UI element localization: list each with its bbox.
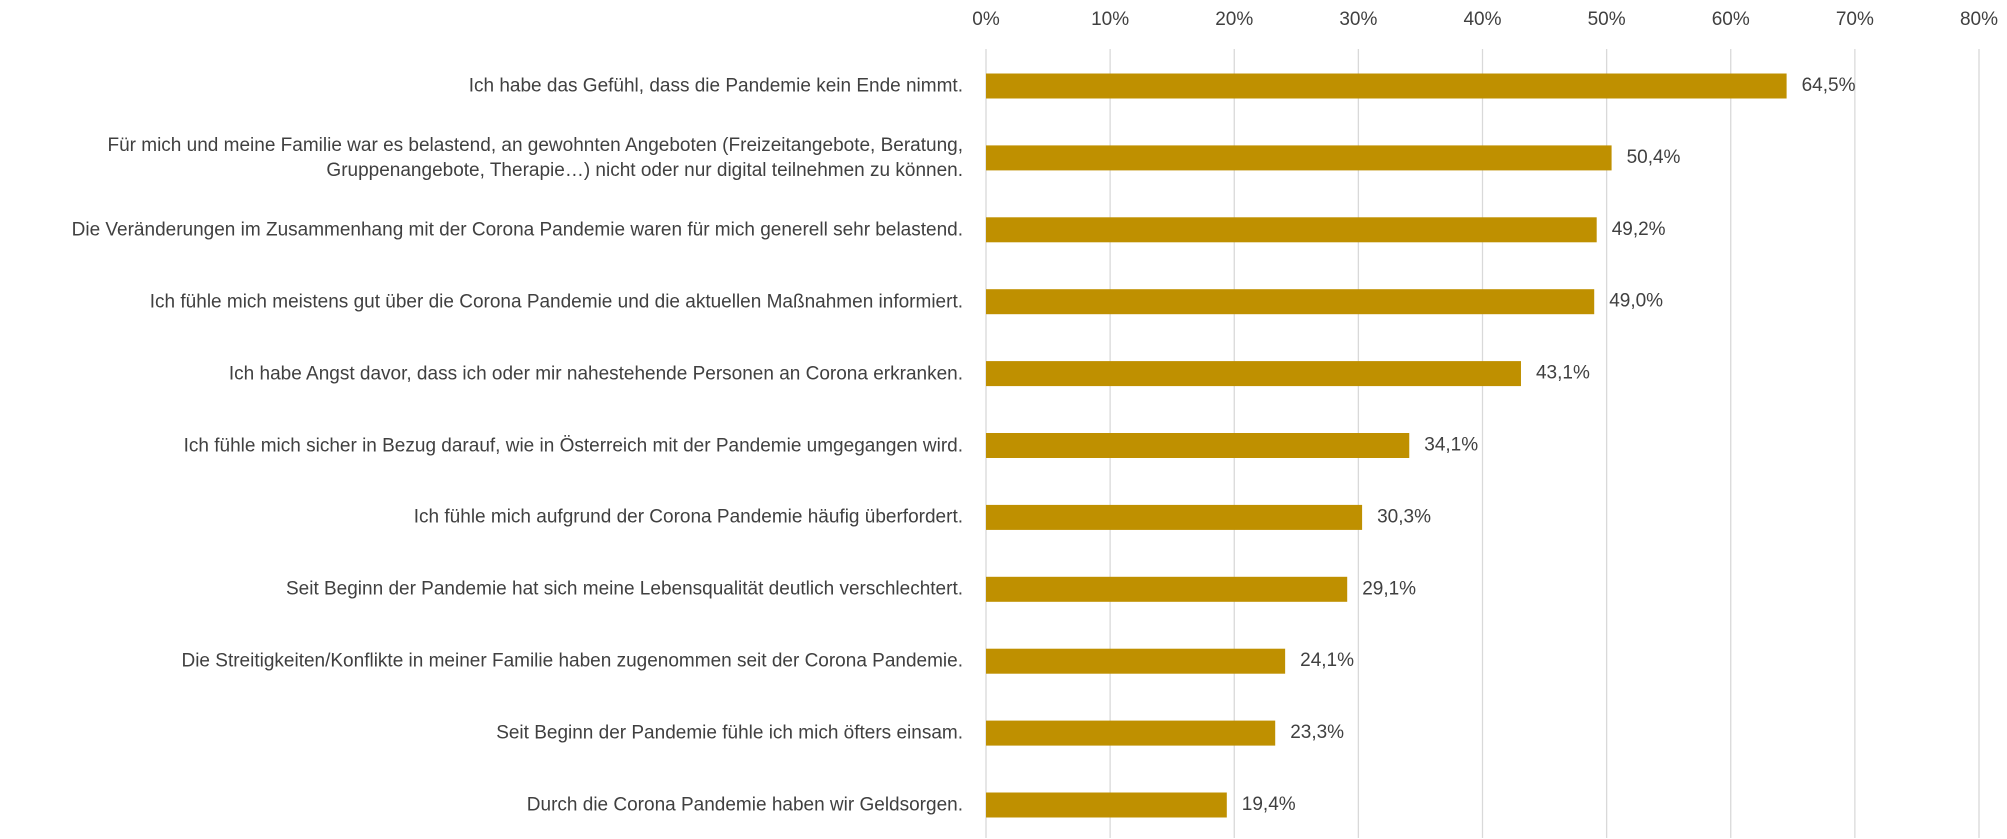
bar [986,720,1276,746]
bar [986,648,1286,674]
bar [986,289,1595,315]
category-label: Ich habe das Gefühl, dass die Pandemie k… [468,75,963,97]
x-tick-label: 60% [1712,9,1750,30]
category-label: Ich habe Angst davor, dass ich oder mir … [228,363,963,385]
bar [986,145,1612,171]
bar [986,792,1227,818]
category-label: Seit Beginn der Pandemie hat sich meine … [285,578,963,600]
data-label: 30,3% [1377,506,1431,527]
x-tick-label: 0% [972,9,1000,30]
category-label: Die Veränderungen im Zusammenhang mit de… [71,219,963,241]
data-label: 29,1% [1362,578,1416,599]
x-tick-label: 70% [1836,9,1874,30]
category-label: Für mich und meine Familie war es belast… [107,134,963,181]
x-tick-label: 10% [1091,9,1129,30]
data-label: 24,1% [1300,650,1354,671]
x-tick-label: 20% [1215,9,1253,30]
category-label: Durch die Corona Pandemie haben wir Geld… [526,794,963,816]
bar [986,433,1410,458]
category-label: Die Streitigkeiten/Konflikte in meiner F… [181,650,963,672]
category-label: Seit Beginn der Pandemie fühle ich mich … [496,722,963,744]
bar [986,73,1787,99]
data-label: 23,3% [1290,722,1344,743]
data-label: 34,1% [1424,435,1478,456]
x-tick-label: 30% [1339,9,1377,30]
category-label: Ich fühle mich meistens gut über die Cor… [149,291,963,313]
x-tick-label: 40% [1463,9,1501,30]
bar [986,361,1521,387]
bar [986,217,1597,243]
category-label: Ich fühle mich sicher in Bezug darauf, w… [183,435,963,456]
bar [986,576,1348,602]
data-label: 19,4% [1242,794,1296,815]
category-label: Ich fühle mich aufgrund der Corona Pande… [413,506,963,528]
x-tick-label: 50% [1588,9,1626,30]
data-label: 43,1% [1536,363,1590,384]
data-label: 50,4% [1627,147,1681,168]
x-tick-label: 80% [1960,9,1998,30]
data-label: 64,5% [1802,75,1856,96]
data-label: 49,2% [1612,219,1666,240]
data-label: 49,0% [1609,291,1663,312]
bar [986,504,1363,530]
